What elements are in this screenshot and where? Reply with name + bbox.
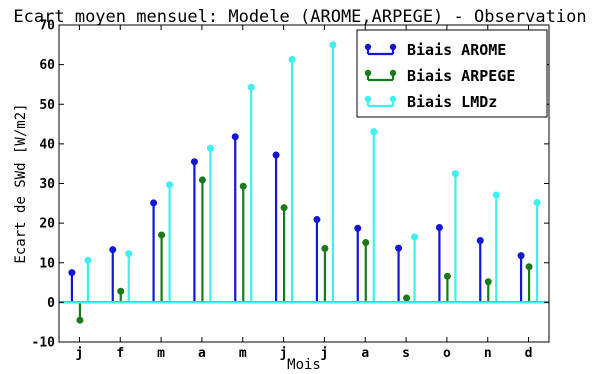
stem-marker-0-3	[190, 158, 198, 166]
y-tick-label: 60	[39, 58, 55, 73]
y-tick-label: 10	[39, 256, 55, 271]
y-tick-label: 70	[39, 19, 55, 34]
legend-label: Biais LMDz	[407, 93, 497, 111]
legend-label: Biais AROME	[407, 41, 506, 59]
stem-marker-2-9	[451, 170, 459, 178]
stem-marker-0-2	[150, 199, 158, 207]
x-tick-label: a	[198, 346, 206, 361]
chart-title: Ecart moyen mensuel: Modele (AROME,ARPEG…	[13, 7, 586, 27]
stem-marker-0-5	[272, 151, 280, 159]
legend: Biais AROME Biais ARPEGE Biais LMDz	[356, 29, 548, 118]
stem-marker-2-1	[125, 250, 133, 258]
x-tick-label: f	[116, 346, 124, 361]
x-tick-label: n	[484, 346, 492, 361]
stem-marker-0-10	[476, 237, 484, 245]
stem-marker-0-4	[231, 133, 239, 141]
x-tick-label: o	[443, 346, 451, 361]
stem-marker-1-1	[117, 287, 125, 295]
legend-label: Biais ARPEGE	[407, 67, 515, 85]
stem-marker-2-11	[533, 199, 541, 207]
x-tick-label: j	[321, 346, 329, 361]
stem-marker-2-5	[288, 55, 296, 63]
stem-marker-2-2	[166, 181, 174, 189]
stem-marker-2-10	[492, 191, 500, 199]
stem-marker-2-6	[329, 41, 337, 49]
stem-marker-1-3	[198, 176, 206, 184]
stem-marker-1-4	[239, 182, 247, 190]
legend-item-1: Biais ARPEGE	[364, 67, 515, 85]
stem-marker-1-5	[280, 204, 288, 212]
y-axis: -10 0 10 20 30 40 50 60 70	[32, 19, 549, 351]
legend-item-0: Biais AROME	[364, 41, 506, 59]
stem-marker-0-6	[313, 216, 321, 224]
x-tick-label: m	[157, 346, 165, 361]
stem-marker-2-8	[411, 233, 419, 241]
x-tick-label: a	[361, 346, 369, 361]
stem-marker-0-8	[395, 244, 403, 252]
stem-marker-1-8	[403, 294, 411, 302]
stem-marker-1-0	[76, 316, 84, 324]
stem-marker-1-11	[525, 263, 533, 271]
stem-marker-0-0	[68, 269, 76, 277]
x-tick-label: m	[239, 346, 247, 361]
y-tick-label: 30	[39, 177, 55, 192]
stem-marker-2-0	[84, 256, 92, 264]
x-axis-label: Mois	[287, 357, 321, 373]
stem-marker-0-7	[354, 224, 362, 232]
stems-layer	[59, 41, 549, 324]
stem-marker-2-3	[206, 144, 214, 152]
stem-marker-1-9	[443, 272, 451, 280]
stem-marker-1-2	[158, 231, 166, 239]
stem-marker-0-11	[517, 252, 525, 260]
y-axis-label: Ecart de SWd [W/m2]	[13, 103, 29, 263]
y-tick-label: 20	[39, 217, 55, 232]
stem-marker-1-7	[362, 239, 370, 247]
stem-marker-0-1	[109, 246, 117, 254]
y-tick-label: 40	[39, 137, 55, 152]
x-tick-label: d	[525, 346, 533, 361]
stem-marker-1-6	[321, 244, 329, 252]
x-tick-label: j	[76, 346, 84, 361]
y-tick-label: 50	[39, 98, 55, 113]
y-tick-label: 0	[47, 296, 55, 311]
legend-item-2: Biais LMDz	[364, 93, 497, 111]
x-tick-label: j	[280, 346, 288, 361]
stem-marker-2-4	[247, 83, 255, 91]
stem-marker-2-7	[370, 128, 378, 136]
y-tick-label: -10	[32, 336, 56, 351]
stem-marker-0-9	[435, 223, 443, 231]
x-tick-label: s	[402, 346, 410, 361]
stem-marker-1-10	[484, 278, 492, 286]
